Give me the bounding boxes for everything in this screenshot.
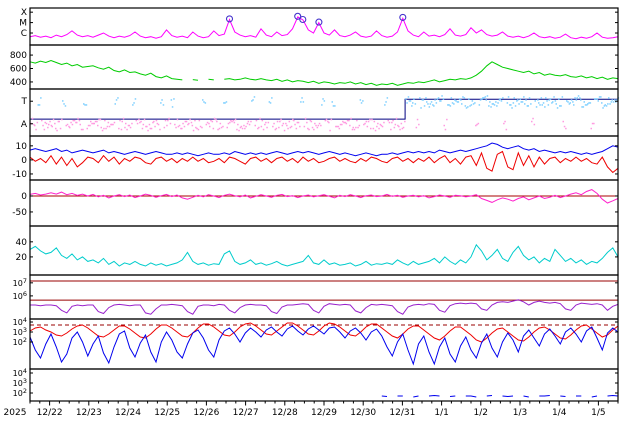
x-axis-year-label: 2025 xyxy=(4,408,27,418)
y-tick-label: X xyxy=(21,8,27,18)
y-axis-labels: TA xyxy=(21,97,618,130)
goes-xray-flux xyxy=(29,16,619,40)
solar-wind-density xyxy=(29,243,619,267)
x-tick-label: 12/26 xyxy=(193,408,219,418)
y-tick-label: T xyxy=(21,97,28,107)
x-tick-label: 1/4 xyxy=(552,408,567,418)
x-tick-label: 12/31 xyxy=(389,408,415,418)
x-tick-label: 1/2 xyxy=(474,408,488,418)
solar-wind-speed xyxy=(29,59,619,86)
x-tick-label: 12/23 xyxy=(76,408,102,418)
y-tick-label: 104 xyxy=(13,316,27,327)
y-tick-label: 20 xyxy=(16,253,28,263)
y-tick-label: 102 xyxy=(13,387,27,398)
y-tick-label: M xyxy=(19,19,27,29)
imf-bt xyxy=(29,142,619,157)
background-flux xyxy=(381,394,619,398)
x-tick-label: 12/28 xyxy=(272,408,298,418)
y-axis-labels: 800 600 400 xyxy=(10,51,618,88)
y-tick-label: 103 xyxy=(13,377,27,388)
y-axis-labels: 0 -50 xyxy=(12,192,618,218)
panel-imf-bt-bz: 10 0 -10 xyxy=(12,135,619,181)
imf-sector-step-line xyxy=(30,98,618,120)
y-tick-label: 106 xyxy=(13,290,27,301)
y-axis-labels: 40 20 xyxy=(16,238,618,263)
x-tick-label: 12/30 xyxy=(350,408,376,418)
y-tick-label: -10 xyxy=(12,170,27,180)
electron-flux-blue xyxy=(29,325,619,366)
y-tick-label: 103 xyxy=(13,326,27,337)
panel-border xyxy=(29,179,619,227)
y-axis-labels: 10 0 -10 xyxy=(12,142,618,180)
flare-peak-marker xyxy=(399,13,407,21)
panel-border xyxy=(29,368,619,402)
y-tick-label: 0 xyxy=(21,192,27,202)
y-tick-label: 400 xyxy=(10,78,27,88)
panel-imf-sector: TA xyxy=(21,88,620,137)
y-tick-label: -50 xyxy=(12,208,27,218)
y-tick-label: 0 xyxy=(21,156,27,166)
x-tick-label: 12/24 xyxy=(115,408,141,418)
y-tick-label: 800 xyxy=(10,51,27,61)
flare-peak-marker xyxy=(299,15,307,24)
flare-peak-marker xyxy=(315,18,323,26)
y-tick-label: 600 xyxy=(10,65,27,75)
y-tick-label: 104 xyxy=(13,367,27,378)
x-axis: 12/22 12/23 12/24 12/25 12/26 12/27 12/28 12/29… xyxy=(4,401,619,418)
panel-xray-flux: XMC xyxy=(19,7,619,46)
panel-solar-wind-speed: 800 600 400 xyxy=(10,44,619,90)
x-tick-label: 12/29 xyxy=(311,408,337,418)
imf-sector-dots xyxy=(30,95,620,132)
panel-geomagnetic-index: 0 -50 xyxy=(12,179,619,227)
proton-flux xyxy=(30,299,619,315)
dst-index xyxy=(29,189,619,204)
y-tick-label: 40 xyxy=(16,238,28,248)
y-axis-labels: XMC xyxy=(19,8,618,39)
flare-peak-markers xyxy=(225,12,407,26)
x-tick-label: 12/27 xyxy=(233,408,259,418)
y-tick-label: 107 xyxy=(13,277,27,288)
panel-border xyxy=(29,274,619,320)
flare-peak-marker xyxy=(225,15,234,23)
electron-flux-red xyxy=(29,322,619,343)
x-tick-label: 1/5 xyxy=(591,408,605,418)
flare-peak-marker xyxy=(294,12,302,20)
panel-density: 40 20 xyxy=(16,225,619,276)
x-tick-label: 1/1 xyxy=(434,408,448,418)
x-tick-label: 12/22 xyxy=(37,408,63,418)
x-tick-label: 1/3 xyxy=(513,408,527,418)
y-tick-label: 102 xyxy=(13,336,27,347)
y-tick-label: A xyxy=(21,120,28,130)
y-tick-label: C xyxy=(21,29,27,39)
imf-bz xyxy=(29,150,619,174)
panel-border xyxy=(29,7,619,46)
y-tick-label: 10 xyxy=(16,142,28,152)
x-tick-label: 12/25 xyxy=(154,408,180,418)
panel-border xyxy=(29,225,619,276)
